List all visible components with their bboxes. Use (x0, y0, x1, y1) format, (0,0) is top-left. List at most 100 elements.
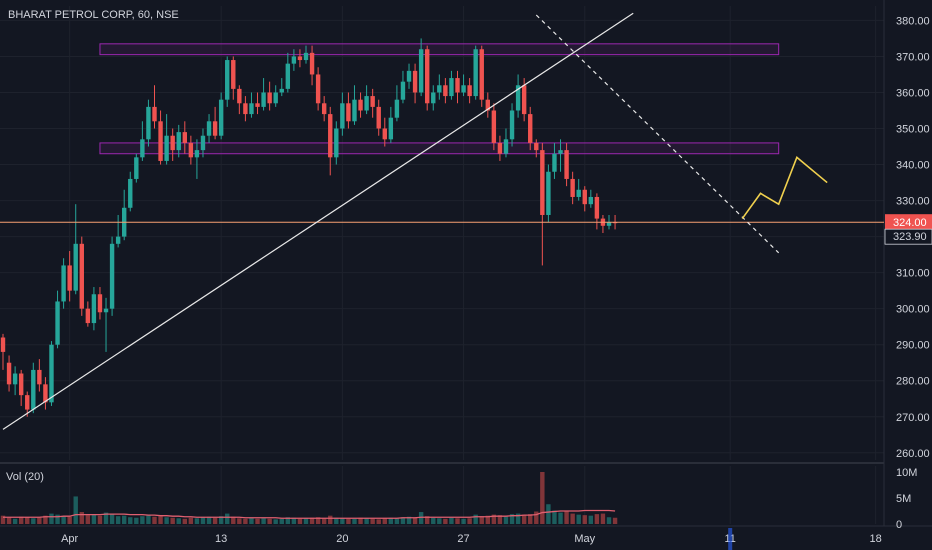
volume-bar (97, 515, 103, 524)
volume-bar (564, 511, 569, 524)
candle-body (521, 85, 527, 115)
volume-tick-label: 10M (896, 467, 917, 479)
zones (99, 43, 780, 155)
candle-body (412, 70, 418, 93)
volume-bar (394, 518, 400, 524)
candles (0, 38, 618, 417)
volume-bar (491, 514, 497, 524)
candle-body (273, 92, 278, 104)
volume-bar (303, 518, 309, 524)
volume-bar (321, 518, 327, 524)
candle-body (188, 142, 194, 158)
rising-trendline (2, 12, 634, 430)
volume-bar (122, 515, 127, 524)
candle-body (497, 142, 503, 154)
candle-body (328, 114, 333, 158)
volume-bar (509, 514, 515, 524)
time-tick-label: 20 (336, 533, 348, 545)
volume-bar (315, 517, 321, 524)
price-axis: 380.00370.00360.00350.00340.00330.00320.… (884, 15, 932, 531)
candle-body (334, 128, 339, 158)
candle-body (552, 153, 557, 172)
volume-bar (594, 514, 600, 524)
volume-bar (243, 518, 248, 524)
candle-body (212, 121, 218, 136)
price-tick-label: 280.00 (896, 376, 930, 388)
volume-bar (600, 513, 606, 524)
volume-bar (128, 517, 133, 524)
candle-body (267, 92, 272, 104)
volume-bar (515, 513, 521, 524)
candle-body (55, 301, 60, 345)
volume-bar (358, 517, 363, 524)
candle-body (321, 103, 327, 115)
candle-body (376, 106, 381, 129)
volume-bar (25, 517, 30, 524)
volume-bar (194, 518, 200, 524)
volume-bar (364, 518, 369, 524)
candle-body (315, 74, 321, 104)
volume-label: Vol (20) (6, 471, 44, 483)
candle-body (509, 110, 515, 140)
current-time-marker (728, 528, 733, 550)
candle-body (25, 395, 30, 410)
last-close-label: 323.90 (893, 231, 927, 243)
candle-body (297, 56, 303, 61)
volume-bar (43, 515, 48, 524)
candle-body (261, 92, 266, 107)
volume-bar (570, 513, 575, 524)
candle-body (570, 178, 575, 197)
volume-bar (297, 518, 303, 524)
volume-bar (18, 516, 24, 524)
candle-body (43, 384, 48, 403)
volume-bar (334, 517, 339, 524)
volume-bar (31, 518, 36, 524)
candle-body (467, 85, 472, 97)
volume-bar (443, 518, 448, 524)
volume-bar (552, 510, 557, 524)
volume-bar (200, 517, 206, 524)
volume-bar (85, 515, 91, 524)
candle-body (49, 344, 54, 403)
candle-body (140, 139, 145, 158)
price-tick-label: 380.00 (896, 15, 930, 27)
candle-body (103, 308, 109, 313)
volume-bar (588, 515, 594, 524)
candle-body (67, 265, 72, 291)
candle-body (109, 243, 115, 309)
volume-bar (37, 517, 42, 524)
candle-body (558, 150, 563, 154)
time-tick-label: 27 (457, 533, 469, 545)
candle-body (346, 103, 351, 122)
candle-body (0, 337, 6, 352)
candle-body (431, 92, 436, 104)
resistance-zone (99, 142, 780, 155)
volume-bar (370, 518, 375, 524)
candle-body (61, 265, 66, 302)
candle-body (164, 135, 169, 161)
volume-bar (164, 517, 169, 524)
candle-body (534, 142, 539, 151)
candle-body (146, 106, 151, 140)
candle-body (485, 99, 490, 111)
candle-body (237, 88, 242, 104)
candle-body (388, 117, 394, 140)
volume-bar (582, 515, 587, 524)
candle-body (97, 294, 103, 313)
volume-bar (534, 511, 539, 524)
candle-body (158, 121, 163, 161)
resistance-zone (99, 43, 780, 56)
candle-body (455, 78, 460, 93)
candle-body (152, 106, 157, 122)
volume-bar (158, 516, 163, 524)
candle-body (340, 103, 345, 129)
volume-bar (376, 519, 381, 524)
candle-body (449, 78, 454, 97)
candle-body (576, 189, 581, 197)
candle-body (461, 85, 466, 93)
price-tick-label: 370.00 (896, 51, 930, 63)
volume-bar (291, 517, 297, 524)
volume-bar (225, 513, 230, 524)
